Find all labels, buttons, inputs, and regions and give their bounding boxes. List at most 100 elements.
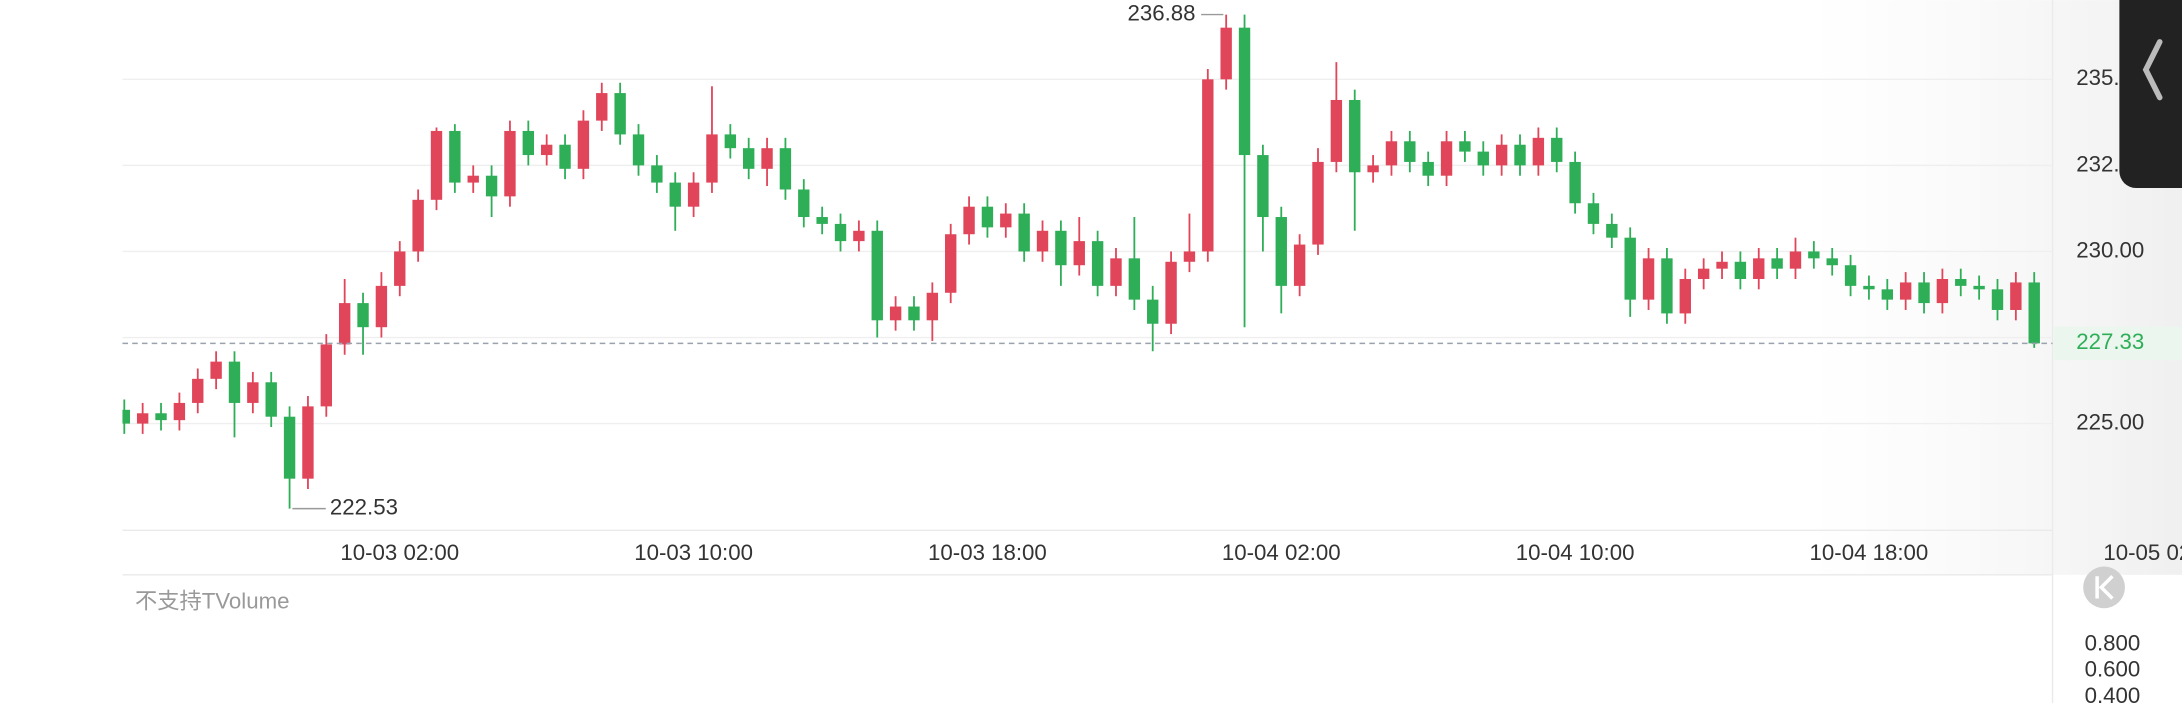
candle-body bbox=[1514, 144, 1526, 166]
candle-body bbox=[1679, 278, 1691, 314]
candle-body bbox=[1936, 278, 1949, 304]
candle-body bbox=[210, 361, 222, 379]
candle-body bbox=[1000, 213, 1012, 228]
candle-body bbox=[1202, 79, 1214, 252]
candle-body bbox=[1697, 268, 1710, 279]
candle-body bbox=[981, 206, 994, 228]
candle-body bbox=[779, 148, 792, 190]
tab-arrow bbox=[2142, 39, 2163, 101]
candle-body bbox=[1606, 223, 1618, 238]
x-tick-label: 10-05 02:00 bbox=[2103, 540, 2182, 565]
candle-body bbox=[1238, 27, 1251, 156]
candle-body bbox=[1771, 258, 1783, 269]
candle-body bbox=[1899, 282, 1912, 300]
max-label: 236.88 bbox=[1127, 0, 1195, 25]
candle-body bbox=[1257, 155, 1269, 218]
candle-body bbox=[504, 130, 516, 197]
candle-body bbox=[247, 382, 259, 403]
candle-body bbox=[1147, 299, 1159, 324]
candle-body bbox=[761, 148, 773, 169]
candle-body bbox=[1404, 141, 1416, 162]
candle-body bbox=[375, 285, 388, 328]
candle-body bbox=[1532, 137, 1545, 166]
candle-body bbox=[1844, 265, 1857, 286]
candle-body bbox=[192, 378, 204, 403]
candle-body bbox=[1495, 144, 1508, 166]
candle-body bbox=[1440, 141, 1453, 176]
candles bbox=[122, 14, 2040, 509]
candle-body bbox=[1918, 282, 1930, 304]
candle-body bbox=[889, 306, 902, 321]
candle-body bbox=[559, 144, 571, 169]
candle-body bbox=[1734, 261, 1747, 279]
candle-body bbox=[1312, 161, 1324, 245]
candle-body bbox=[1955, 278, 1967, 286]
min-label: 222.53 bbox=[330, 495, 398, 520]
candle-body bbox=[136, 413, 149, 424]
last-price-label: 227.33 bbox=[2076, 329, 2144, 354]
candle-body bbox=[522, 130, 535, 156]
candle-body bbox=[1165, 261, 1177, 324]
candle-body bbox=[1753, 258, 1765, 279]
x-tick-label: 10-04 18:00 bbox=[1810, 540, 1929, 565]
candle-body bbox=[1881, 289, 1893, 300]
candle-body bbox=[834, 223, 847, 242]
candle-body bbox=[122, 409, 130, 424]
candle-body bbox=[871, 230, 883, 321]
candle-body bbox=[651, 165, 663, 183]
last-price-box bbox=[2053, 326, 2182, 361]
candle-body bbox=[2010, 282, 2022, 310]
y-tick-label: 225.00 bbox=[2076, 409, 2144, 434]
k-icon bbox=[2095, 575, 2114, 600]
candle-body bbox=[1110, 258, 1122, 286]
candle-body bbox=[2028, 282, 2040, 344]
candle-body bbox=[302, 406, 314, 479]
candle-body bbox=[1330, 99, 1343, 162]
candle-body bbox=[1789, 251, 1802, 269]
k-button[interactable] bbox=[2083, 566, 2125, 609]
candle-body bbox=[1826, 258, 1838, 266]
side-tab[interactable] bbox=[2119, 0, 2182, 188]
volume-tick-label: 0.800 bbox=[2085, 630, 2141, 655]
candle-body bbox=[743, 148, 755, 169]
candle-body bbox=[816, 217, 828, 224]
candle-body bbox=[687, 182, 700, 207]
candle-body bbox=[853, 230, 865, 242]
candle-body bbox=[1477, 151, 1489, 166]
candle-body bbox=[1642, 258, 1655, 300]
candle-body bbox=[963, 206, 975, 235]
candle-body bbox=[173, 402, 186, 421]
candle-body bbox=[430, 130, 443, 200]
candle-body bbox=[632, 134, 645, 166]
candle-body bbox=[1367, 165, 1379, 173]
candle-body bbox=[1661, 258, 1673, 314]
candle-body bbox=[1018, 213, 1030, 252]
candle-body bbox=[449, 130, 461, 183]
candle-body bbox=[1128, 258, 1141, 300]
candle-body bbox=[926, 292, 939, 321]
candle-body bbox=[1459, 141, 1471, 152]
candle-body bbox=[412, 199, 424, 252]
candle-body bbox=[1973, 285, 1985, 290]
candle-body bbox=[485, 175, 498, 197]
candle-body bbox=[265, 382, 277, 417]
candle-body bbox=[467, 175, 479, 183]
candle-body bbox=[1293, 244, 1306, 286]
candle-body bbox=[1220, 27, 1232, 80]
candle-body bbox=[155, 413, 167, 421]
candle-body bbox=[283, 416, 296, 479]
candle-body bbox=[1036, 230, 1049, 252]
candle-body bbox=[798, 189, 810, 218]
x-tick-label: 10-04 02:00 bbox=[1222, 540, 1341, 565]
candle-body bbox=[338, 303, 351, 345]
candle-body bbox=[577, 120, 590, 169]
x-tick-label: 10-03 10:00 bbox=[634, 540, 753, 565]
x-tick-label: 10-04 10:00 bbox=[1516, 540, 1635, 565]
candle-body bbox=[394, 251, 406, 286]
candle-body bbox=[1808, 251, 1820, 259]
candle-body bbox=[1551, 137, 1563, 162]
candle-body bbox=[1991, 289, 2004, 310]
candle-body bbox=[706, 134, 718, 183]
grid bbox=[122, 78, 2053, 425]
